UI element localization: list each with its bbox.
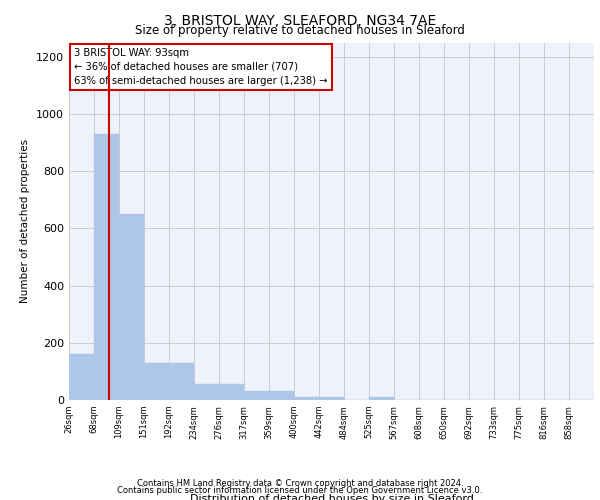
Text: Contains HM Land Registry data © Crown copyright and database right 2024.: Contains HM Land Registry data © Crown c… bbox=[137, 478, 463, 488]
Text: Size of property relative to detached houses in Sleaford: Size of property relative to detached ho… bbox=[135, 24, 465, 37]
Bar bbox=[244, 392, 269, 400]
X-axis label: Distribution of detached houses by size in Sleaford: Distribution of detached houses by size … bbox=[190, 494, 473, 500]
Text: Contains public sector information licensed under the Open Government Licence v3: Contains public sector information licen… bbox=[118, 486, 482, 495]
Bar bbox=[319, 397, 344, 400]
Bar bbox=[194, 384, 219, 400]
Bar bbox=[294, 397, 319, 400]
Text: 3, BRISTOL WAY, SLEAFORD, NG34 7AE: 3, BRISTOL WAY, SLEAFORD, NG34 7AE bbox=[164, 14, 436, 28]
Bar bbox=[145, 363, 169, 400]
Bar bbox=[94, 134, 119, 400]
Bar bbox=[69, 354, 94, 400]
Bar bbox=[169, 363, 194, 400]
Bar bbox=[369, 397, 394, 400]
Bar bbox=[119, 214, 144, 400]
Y-axis label: Number of detached properties: Number of detached properties bbox=[20, 139, 31, 304]
Text: 3 BRISTOL WAY: 93sqm
← 36% of detached houses are smaller (707)
63% of semi-deta: 3 BRISTOL WAY: 93sqm ← 36% of detached h… bbox=[74, 48, 328, 86]
Bar bbox=[220, 384, 244, 400]
Bar bbox=[269, 392, 294, 400]
